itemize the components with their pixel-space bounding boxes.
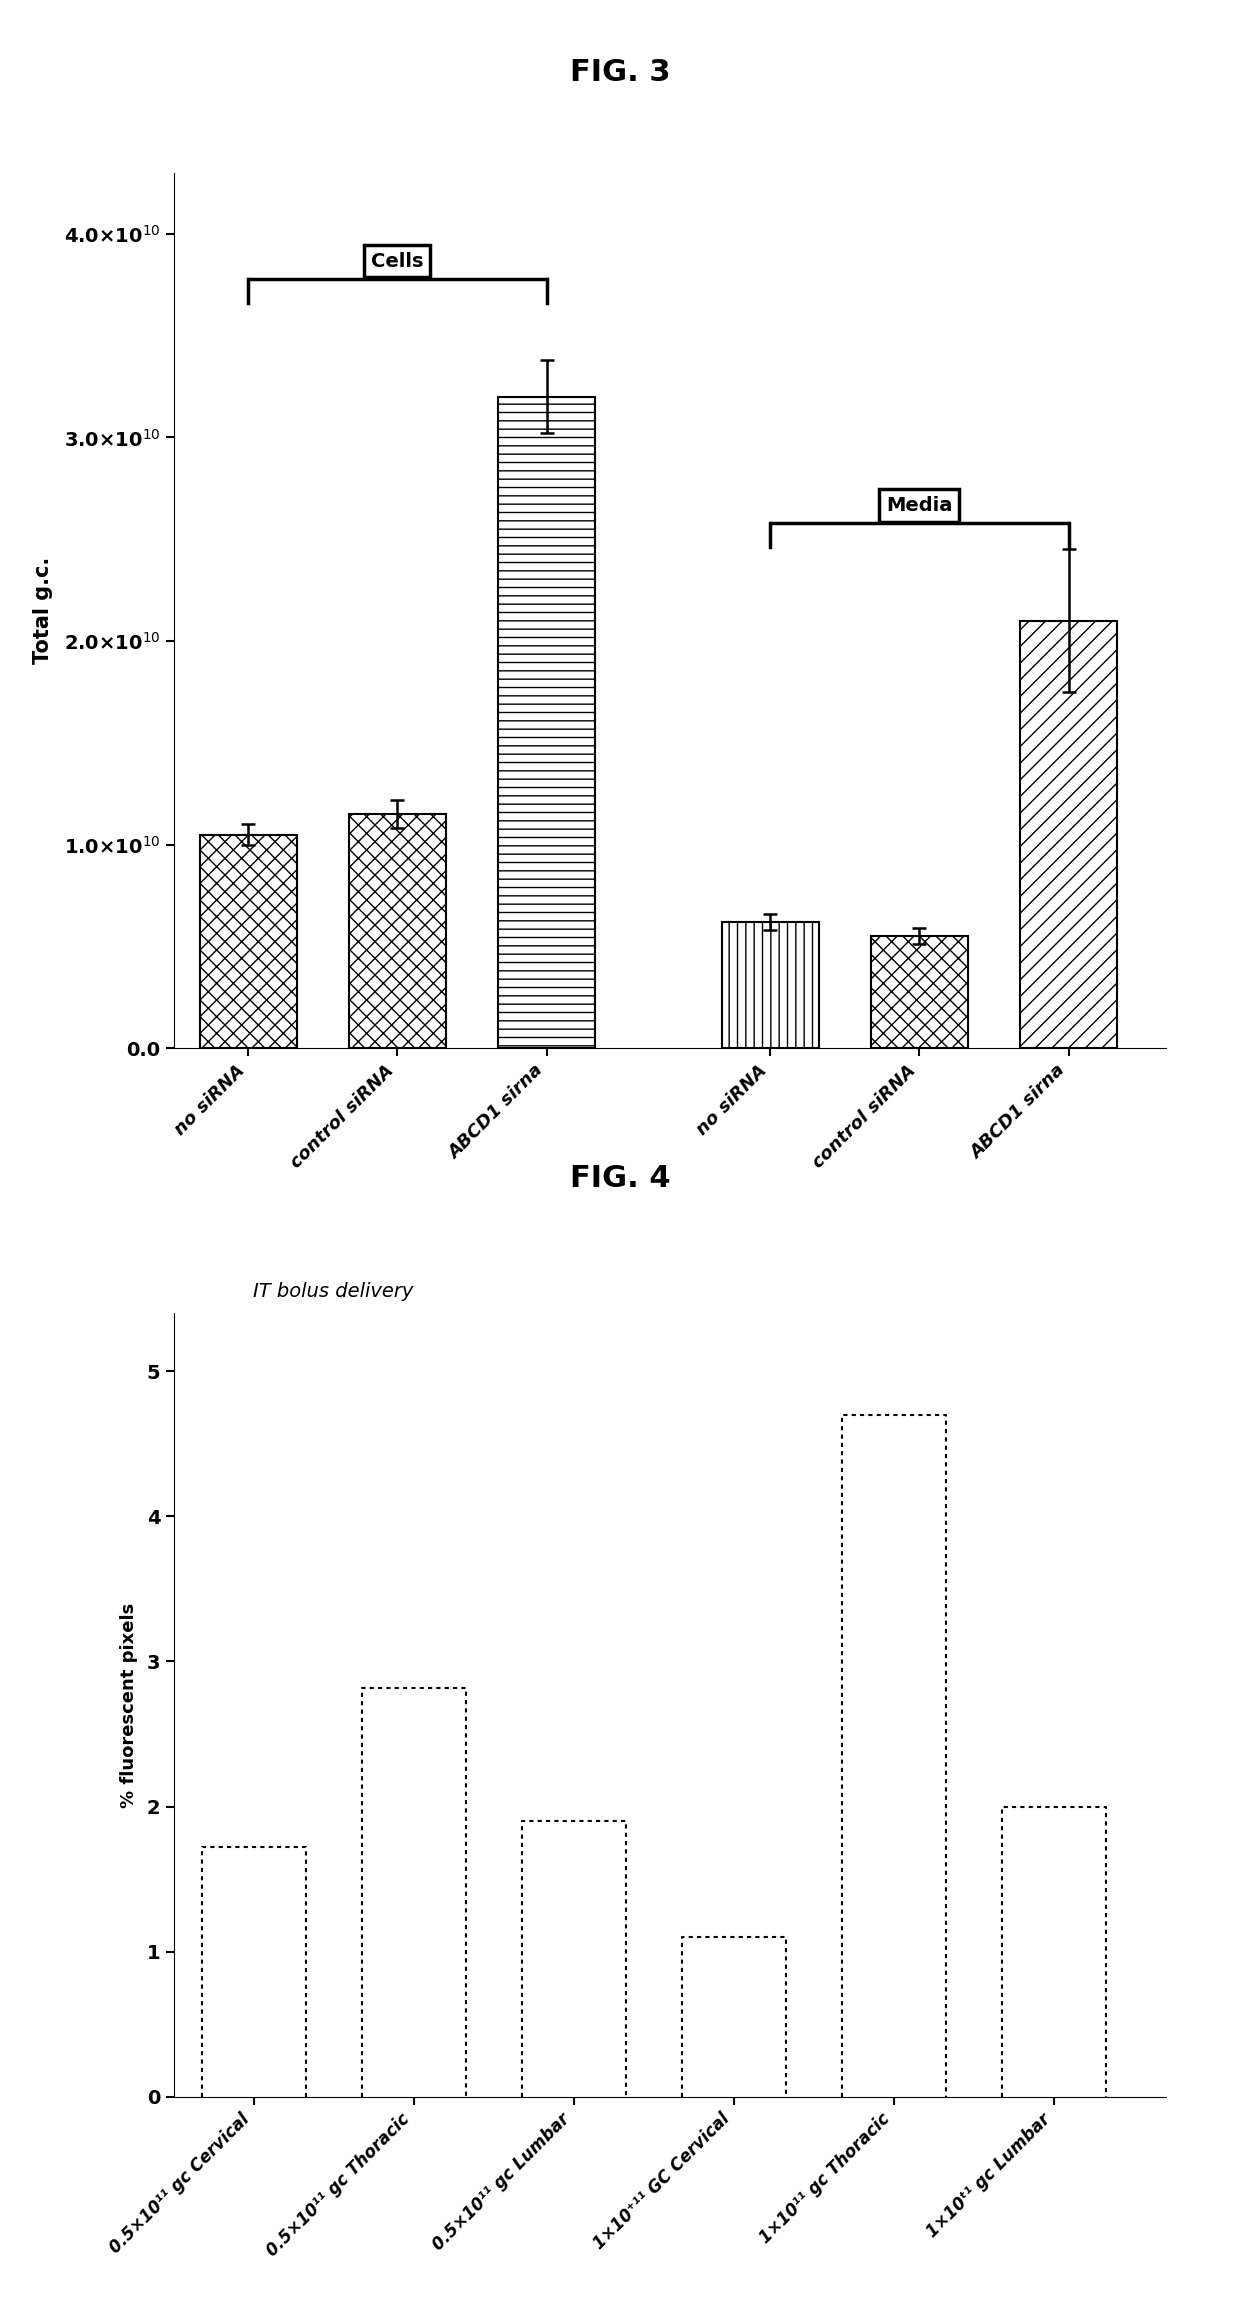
FancyBboxPatch shape xyxy=(682,1938,786,2097)
Text: FIG. 3: FIG. 3 xyxy=(569,58,671,88)
Bar xyxy=(200,834,296,1048)
Text: FIG. 4: FIG. 4 xyxy=(569,1164,671,1193)
Bar xyxy=(498,396,595,1048)
Bar xyxy=(1021,620,1117,1048)
Text: Cells: Cells xyxy=(371,251,424,270)
FancyBboxPatch shape xyxy=(1002,1806,1106,2097)
FancyBboxPatch shape xyxy=(842,1415,946,2097)
Text: IT bolus delivery: IT bolus delivery xyxy=(253,1281,413,1302)
Bar xyxy=(722,922,818,1048)
Bar xyxy=(348,813,446,1048)
Y-axis label: Total g.c.: Total g.c. xyxy=(32,558,52,664)
FancyBboxPatch shape xyxy=(522,1820,626,2097)
Y-axis label: % fluorescent pixels: % fluorescent pixels xyxy=(120,1601,139,1809)
Bar xyxy=(870,935,968,1048)
FancyBboxPatch shape xyxy=(362,1687,465,2097)
Text: Media: Media xyxy=(887,495,952,514)
FancyBboxPatch shape xyxy=(202,1848,305,2097)
